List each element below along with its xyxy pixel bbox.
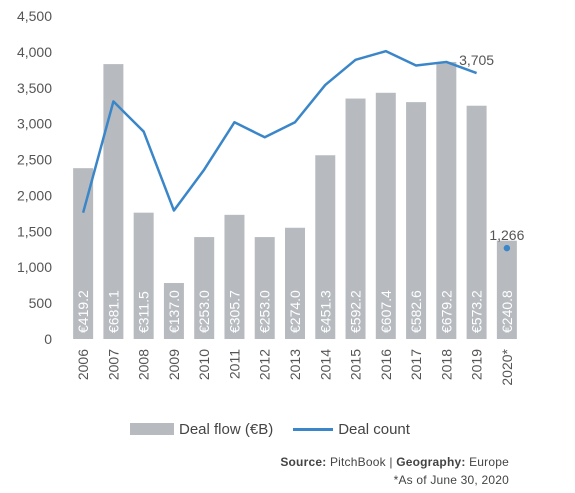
geography-key: Geography: xyxy=(396,455,466,469)
y-tick-label: 4,000 xyxy=(17,44,52,60)
bar-value-label: €305.7 xyxy=(226,290,242,333)
x-axis: 2006 2007 2008 2009 2010 2011 2012 2013 2014 2015… xyxy=(75,348,515,385)
bar-value-label: €253.0 xyxy=(257,290,273,333)
y-tick-label: 1,000 xyxy=(17,259,52,275)
bar-value-label: €451.3 xyxy=(317,290,333,333)
y-tick-label: 3,000 xyxy=(17,116,52,132)
legend-bar-label: Deal flow (€B) xyxy=(179,420,274,438)
x-tick-label: 2010 xyxy=(196,349,212,380)
bar xyxy=(285,227,305,339)
deal-count-point-2020 xyxy=(503,244,511,252)
bar-value-label: €240.8 xyxy=(499,290,515,333)
x-tick-label: 2007 xyxy=(105,349,121,380)
bar xyxy=(466,105,487,339)
x-tick-label: 2011 xyxy=(226,349,242,379)
deal-count-line xyxy=(81,49,478,213)
bar-value-label: €573.2 xyxy=(469,290,485,333)
bar-value-label: €607.4 xyxy=(378,290,394,333)
legend-line-swatch xyxy=(293,427,334,431)
bar-value-label: €681.1 xyxy=(105,290,121,333)
bar xyxy=(436,61,457,340)
bar xyxy=(103,64,124,339)
chart: 0 500 1,000 1,500 2,000 2,500 3,000 3,500 4,000 4… xyxy=(17,8,525,386)
x-tick-label: 2014 xyxy=(317,349,333,380)
source-value: PitchBook xyxy=(329,455,386,469)
bars xyxy=(73,61,517,340)
bar-value-label: €582.6 xyxy=(408,290,424,333)
annotation-label: 1,266 xyxy=(489,227,524,243)
source-separator: | xyxy=(389,455,393,469)
source-key: Source: xyxy=(280,455,327,469)
legend-line-label: Deal count xyxy=(338,420,410,438)
y-tick-label: 2,500 xyxy=(17,152,52,168)
bar-value-label: €274.0 xyxy=(287,290,303,333)
y-tick-label: 4,500 xyxy=(17,8,52,24)
bar xyxy=(133,212,154,339)
x-tick-label: 2017 xyxy=(408,349,424,380)
x-tick-label: 2009 xyxy=(166,349,182,380)
y-tick-label: 3,500 xyxy=(17,80,52,96)
bar xyxy=(224,214,245,339)
footnote: *As of June 30, 2020 xyxy=(393,473,509,487)
x-tick-label: 2016 xyxy=(378,349,394,380)
bar-labels: €419.2 €681.1 €311.5 €137.0 €253.0 €305.7 €253… xyxy=(75,290,515,333)
y-axis: 0 500 1,000 1,500 2,000 2,500 3,000 3,500 4,000 4… xyxy=(17,8,52,347)
bar-value-label: €253.0 xyxy=(196,290,212,333)
bar xyxy=(496,240,517,339)
x-tick-label: 2012 xyxy=(257,349,273,380)
y-tick-label: 2,000 xyxy=(17,187,52,203)
x-tick-label: 2015 xyxy=(348,349,364,380)
line-series xyxy=(81,49,511,252)
bar xyxy=(406,102,427,339)
y-tick-label: 0 xyxy=(44,331,52,347)
x-tick-label: 2013 xyxy=(287,349,303,380)
bar xyxy=(315,155,336,339)
bar xyxy=(163,283,184,339)
x-tick-label: 2019 xyxy=(469,349,485,380)
bar-value-label: €592.2 xyxy=(348,290,364,333)
source-note: Source: PitchBook | Geography: Europe xyxy=(280,455,509,469)
bar-value-label: €419.2 xyxy=(75,290,91,333)
legend: Deal flow (€B) Deal count xyxy=(130,418,410,440)
x-tick-label: 2020* xyxy=(499,348,515,385)
bar-value-label: €311.5 xyxy=(136,291,152,333)
legend-bar-swatch xyxy=(130,423,174,435)
bar xyxy=(194,237,215,339)
bar xyxy=(254,237,275,339)
bar xyxy=(375,92,396,340)
x-tick-label: 2006 xyxy=(75,349,91,380)
annotations: 3,705 1,266 xyxy=(459,52,525,243)
x-tick-label: 2018 xyxy=(438,349,454,380)
x-tick-label: 2008 xyxy=(136,349,152,380)
bar-value-label: €137.0 xyxy=(166,290,182,333)
bar-value-label: €679.2 xyxy=(438,290,454,333)
y-tick-label: 500 xyxy=(29,295,53,311)
y-tick-label: 1,500 xyxy=(17,223,52,239)
bar xyxy=(73,168,94,339)
bar xyxy=(345,98,366,340)
geography-value: Europe xyxy=(469,455,509,469)
annotation-label: 3,705 xyxy=(459,52,494,68)
